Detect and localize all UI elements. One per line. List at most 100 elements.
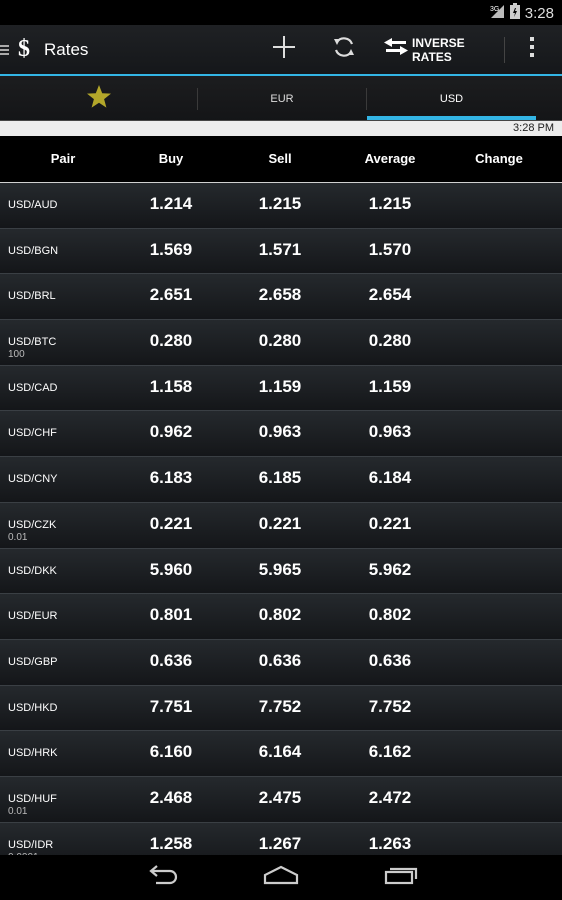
table-row[interactable]: USD/CZK 0.01 0.221 0.221 0.221 <box>0 502 562 549</box>
last-update-time: 3:28 PM <box>513 122 554 134</box>
pair-label: USD/HRK <box>8 747 58 760</box>
buy-value: 0.636 <box>149 650 193 670</box>
sell-value: 6.164 <box>258 742 302 762</box>
average-value: 2.654 <box>368 285 412 305</box>
table-row[interactable]: USD/BTC 100 0.280 0.280 0.280 <box>0 320 562 366</box>
table-row[interactable]: USD/AUD 1.214 1.215 1.215 <box>0 183 562 229</box>
pair-label: USD/BGN <box>8 244 59 257</box>
home-button[interactable] <box>241 855 321 900</box>
buy-value: 0.280 <box>149 331 193 351</box>
status-time: 3:28 <box>524 5 554 22</box>
action-bar: $ Rates <box>0 25 562 76</box>
buy-value: 7.751 <box>149 696 193 716</box>
pair-label: USD/AUD <box>8 199 58 211</box>
inverse-rates-button[interactable]: INVERSE RATES <box>384 25 496 74</box>
pair-label: USD/CNY <box>8 473 58 486</box>
tab-favorites[interactable] <box>0 76 197 121</box>
recent-apps-button[interactable] <box>361 855 441 900</box>
pair-unit: 0.01 <box>8 805 28 817</box>
home-icon <box>263 865 299 890</box>
sell-value: 0.636 <box>258 650 302 670</box>
pair-label: USD/DKK <box>8 564 57 577</box>
overflow-menu-button[interactable] <box>512 25 552 74</box>
buy-value: 2.468 <box>149 787 193 807</box>
sell-value: 0.221 <box>258 513 302 533</box>
table-row[interactable]: USD/CNY 6.183 6.185 6.184 <box>0 457 562 503</box>
app-home-button[interactable]: $ Rates <box>0 25 88 74</box>
sell-value: 1.267 <box>258 833 302 853</box>
recent-apps-icon <box>384 865 418 890</box>
signal-3g-icon: 3G <box>489 3 505 24</box>
action-bar-divider <box>0 74 562 76</box>
status-bar: 3G 3:28 <box>0 0 562 25</box>
pair-label: USD/CZK <box>8 518 57 531</box>
pair-label: USD/IDR <box>8 838 54 851</box>
table-row[interactable]: USD/CHF 0.962 0.963 0.963 <box>0 411 562 458</box>
table-row[interactable]: USD/BGN 1.569 1.571 1.570 <box>0 228 562 275</box>
average-value: 0.802 <box>368 605 412 625</box>
table-row[interactable]: USD/HRK 6.160 6.164 6.162 <box>0 731 562 777</box>
table-row[interactable]: USD/HUF 0.01 2.468 2.475 2.472 <box>0 776 562 823</box>
buy-value: 5.960 <box>149 559 193 579</box>
table-row[interactable]: USD/HKD 7.751 7.752 7.752 <box>0 685 562 732</box>
last-update-strip: 3:28 PM <box>0 121 562 136</box>
app-title: Rates <box>44 39 89 59</box>
buy-value: 1.569 <box>149 239 193 259</box>
pair-label: USD/CAD <box>8 381 58 394</box>
table-row[interactable]: USD/BRL 2.651 2.658 2.654 <box>0 274 562 321</box>
average-value: 1.263 <box>368 833 412 853</box>
sell-value: 1.215 <box>258 194 302 213</box>
table-row[interactable]: USD/CAD 1.158 1.159 1.159 <box>0 365 562 412</box>
rates-list[interactable]: USD/AUD 1.214 1.215 1.215 USD/BGN 1.569 1.571 1… <box>0 183 562 855</box>
table-row[interactable]: USD/IDR0.0001 1.258 1.267 1.263 <box>0 822 562 855</box>
pair-label: USD/BTC <box>8 336 57 349</box>
battery-icon <box>509 3 520 24</box>
swap-arrows-icon <box>384 38 408 61</box>
pair-unit: 0.01 <box>8 531 28 543</box>
tab-eur-label: EUR <box>270 92 294 105</box>
sell-value: 0.963 <box>258 422 302 442</box>
refresh-button[interactable] <box>322 25 366 74</box>
column-header-change[interactable]: Change <box>475 151 523 166</box>
sell-value: 0.802 <box>258 605 302 625</box>
tabs-bottom-line <box>0 120 562 121</box>
sell-value: 1.571 <box>258 239 302 259</box>
back-icon <box>146 865 178 890</box>
average-value: 1.570 <box>368 239 412 259</box>
table-row[interactable]: USD/GBP 0.636 0.636 0.636 <box>0 639 562 686</box>
pair-label: USD/EUR <box>8 610 58 623</box>
add-icon <box>273 36 295 63</box>
average-value: 5.962 <box>368 559 412 579</box>
pair-label: USD/HUF <box>8 792 57 805</box>
average-value: 0.280 <box>368 331 412 351</box>
buy-value: 6.183 <box>149 468 193 488</box>
buy-value: 2.651 <box>149 285 193 305</box>
refresh-icon <box>332 35 356 64</box>
buy-value: 1.258 <box>149 833 193 853</box>
tab-separator <box>366 88 367 110</box>
sell-value: 2.475 <box>258 787 302 807</box>
sell-value: 5.965 <box>258 559 302 579</box>
table-row[interactable]: USD/DKK 5.960 5.965 5.962 <box>0 548 562 595</box>
currency-tabs: EUR USD <box>0 76 562 121</box>
svg-text:$: $ <box>18 36 30 60</box>
column-header-average[interactable]: Average <box>364 151 416 166</box>
sell-value: 6.185 <box>258 468 302 488</box>
column-header-pair[interactable]: Pair <box>50 151 76 166</box>
tab-usd-label: USD <box>439 92 464 105</box>
buy-value: 1.214 <box>149 194 193 213</box>
dollar-icon: $ <box>18 34 34 65</box>
average-value: 0.221 <box>368 513 412 533</box>
column-header-buy[interactable]: Buy <box>158 151 184 166</box>
sell-value: 7.752 <box>258 696 302 716</box>
add-button[interactable] <box>262 25 306 74</box>
table-row[interactable]: USD/EUR 0.801 0.802 0.802 <box>0 594 562 640</box>
back-button[interactable] <box>122 855 202 900</box>
average-value: 1.159 <box>368 376 412 396</box>
tab-eur[interactable]: EUR <box>198 76 366 121</box>
sell-value: 0.280 <box>258 331 302 351</box>
column-header-sell[interactable]: Sell <box>268 151 292 166</box>
inverse-rates-label: INVERSE RATES <box>412 35 465 64</box>
tab-usd[interactable]: USD <box>367 76 536 121</box>
svg-text:3G: 3G <box>490 6 499 13</box>
